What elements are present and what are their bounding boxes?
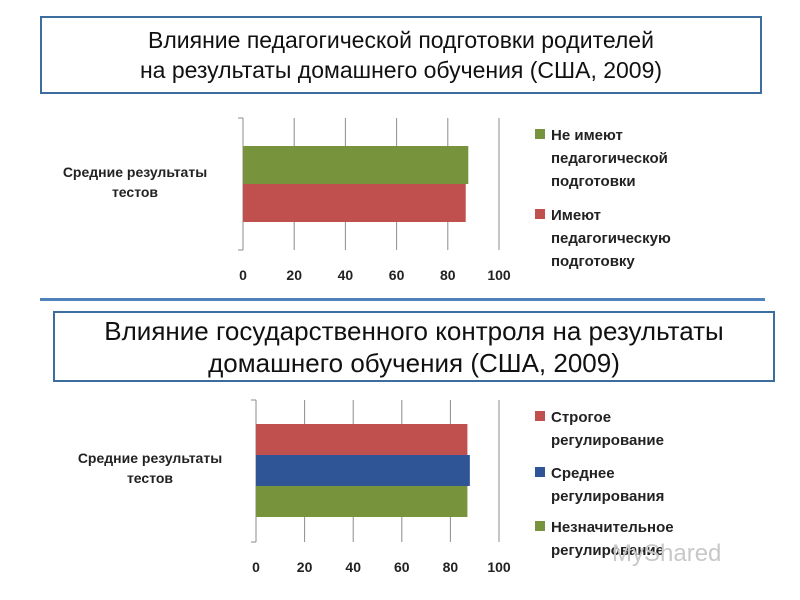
slide-title-1: Влияние педагогической подготовки родите… [40, 16, 762, 94]
legend-item-has-training: Имеют педагогическую подготовку [535, 204, 671, 273]
chart-1-category-label-line-2: тестов [111, 184, 159, 200]
legend-text-line: подготовку [551, 253, 635, 270]
legend-swatch-red [535, 209, 545, 219]
legend-item-strict: Строгое регулирование [535, 406, 664, 452]
slide-title-2: Влияние государственного контроля на рез… [53, 311, 775, 382]
legend-text-line: Не имеют [551, 127, 623, 144]
x-tick-label: 100 [487, 559, 511, 575]
chart-2-category-label-line-2: тестов [126, 470, 174, 486]
chart-1-svg: 0 20 40 60 80 100 [238, 117, 511, 283]
bar-1 [256, 424, 468, 455]
legend-item-no-training: Не имеют педагогической подготовки [535, 124, 668, 193]
chart-2-category-label: Средние результаты тестов [50, 448, 250, 488]
chart-1-category-label: Средние результаты тестов [40, 162, 230, 202]
slide-title-2-line-1: Влияние государственного контроля на рез… [104, 315, 724, 346]
x-tick-label: 40 [345, 559, 361, 575]
legend-swatch-green [535, 521, 545, 531]
slide-title-1-line-2: на результаты домашнего обучения (США, 2… [139, 57, 663, 83]
slide-title-2-line-2: домашнего обучения (США, 2009) [208, 347, 620, 378]
bar-3 [256, 486, 468, 517]
legend-text-line: регулирование [551, 542, 664, 559]
bar-2 [243, 184, 466, 222]
legend-swatch-blue [535, 467, 545, 477]
x-tick-label: 40 [338, 267, 354, 283]
legend-item-medium: Среднее регулирования [535, 462, 664, 508]
x-tick-label: 100 [487, 267, 511, 283]
x-tick-label: 20 [286, 267, 302, 283]
x-tick-label: 60 [389, 267, 405, 283]
legend-swatch-red [535, 411, 545, 421]
bar-1 [243, 146, 469, 184]
x-tick-label: 0 [252, 559, 260, 575]
legend-text-line: Среднее регулирования [551, 465, 665, 505]
chart-state-control: 0 20 40 60 80 100 [0, 392, 540, 582]
chart-1-category-label-line-1: Средние результаты [62, 164, 208, 180]
legend-text-line: Незначительное [551, 519, 674, 536]
legend-text-line: Имеют педагогическую [551, 207, 671, 247]
legend-item-minor: Незначительное регулирование [535, 516, 674, 562]
bar-2 [256, 455, 470, 486]
x-tick-label: 80 [440, 267, 456, 283]
watermark-logo: MyShared [612, 540, 722, 567]
chart-2-category-label-line-1: Средние результаты [77, 450, 223, 466]
x-tick-label: 60 [394, 559, 410, 575]
legend-swatch-green [535, 129, 545, 139]
legend-text-line: Строгое регулирование [551, 409, 664, 449]
x-tick-label: 0 [239, 267, 247, 283]
x-tick-label: 20 [297, 559, 313, 575]
chart-2-svg: 0 20 40 60 80 100 [251, 399, 511, 575]
slide-title-1-line-1: Влияние педагогической подготовки родите… [148, 27, 654, 53]
chart-parent-training: 0 20 40 60 80 100 Средние результаты тестов [0, 108, 520, 293]
x-tick-label: 80 [443, 559, 459, 575]
legend-text-line: подготовки [551, 173, 636, 190]
legend-text-line: педагогической [551, 150, 668, 167]
section-divider [40, 298, 765, 301]
